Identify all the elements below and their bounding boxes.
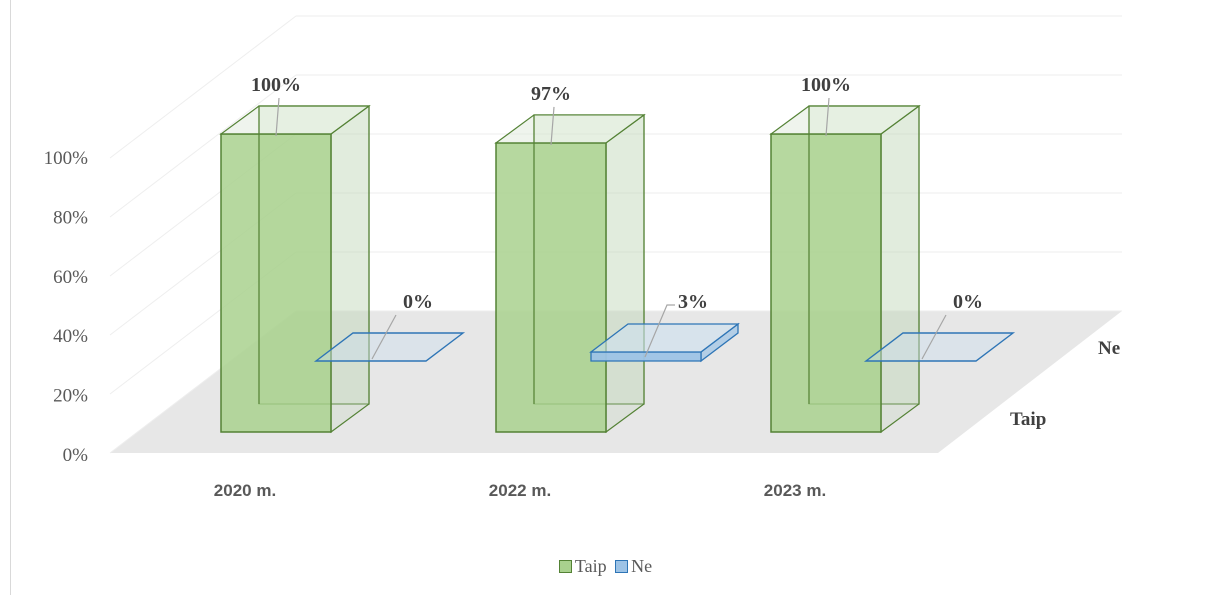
bar-taip-side	[605, 113, 645, 434]
axes: 0% 20% 40% 60% 80% 100% 2020 m. 2022 m. 2023 m. T…	[44, 148, 1120, 500]
bar-taip-front	[495, 142, 607, 433]
chart-frame-edge	[10, 0, 11, 595]
y-tick-label: 80%	[53, 207, 88, 228]
y-tick-label: 100%	[44, 148, 89, 169]
data-label-taip: 100%	[251, 74, 301, 96]
y-tick-label: 20%	[53, 386, 88, 407]
y-tick-label: 0%	[63, 445, 89, 466]
legend-swatch-taip	[558, 560, 572, 573]
legend-swatch-ne	[615, 560, 629, 573]
legend-item-ne[interactable]: Ne	[615, 556, 652, 577]
data-label-ne: 0%	[953, 291, 983, 313]
data-label-taip: 97%	[531, 83, 571, 105]
leader-line-ne	[921, 314, 947, 360]
bar-taip-top	[769, 105, 921, 135]
depth-axis-label-taip: Taip	[1010, 409, 1046, 430]
data-label-taip: 100%	[801, 74, 851, 96]
legend-label-taip: Taip	[574, 556, 607, 576]
y-tick-label: 60%	[53, 267, 88, 288]
x-tick-label: 2023 m.	[764, 481, 826, 500]
bar-ne-top	[589, 323, 740, 353]
legend-item-taip[interactable]: Taip	[558, 556, 607, 577]
bar-taip-front	[220, 133, 332, 433]
bar-ne-flat	[863, 332, 1016, 362]
bar-taip-side	[880, 104, 920, 434]
x-tick-label: 2022 m.	[489, 481, 551, 500]
leader-line-ne	[371, 314, 397, 360]
bar-taip-top	[219, 105, 371, 135]
leader-line-ne	[644, 304, 675, 358]
data-label-ne: 0%	[403, 291, 433, 313]
leader-line-taip	[275, 97, 280, 137]
y-tick-label: 40%	[53, 326, 88, 347]
gridline-side	[109, 15, 297, 159]
gridlines	[109, 15, 1122, 454]
bar-taip-front	[770, 133, 882, 433]
legend: Taip Ne	[0, 556, 1211, 578]
data-labels: 100% 0% 97% 3% 100% 0%	[251, 74, 983, 360]
bar-ne-flat	[313, 332, 466, 362]
leader-line-taip	[825, 97, 830, 137]
legend-label-ne: Ne	[631, 556, 653, 576]
bar-taip-top	[494, 114, 646, 144]
data-label-ne: 3%	[678, 291, 708, 313]
bars	[219, 104, 1016, 434]
depth-axis-label-ne: Ne	[1098, 338, 1120, 359]
gridline-side	[109, 74, 297, 218]
x-tick-label: 2020 m.	[214, 481, 276, 500]
bar-taip-side	[330, 104, 370, 434]
leader-line-taip	[550, 106, 555, 145]
